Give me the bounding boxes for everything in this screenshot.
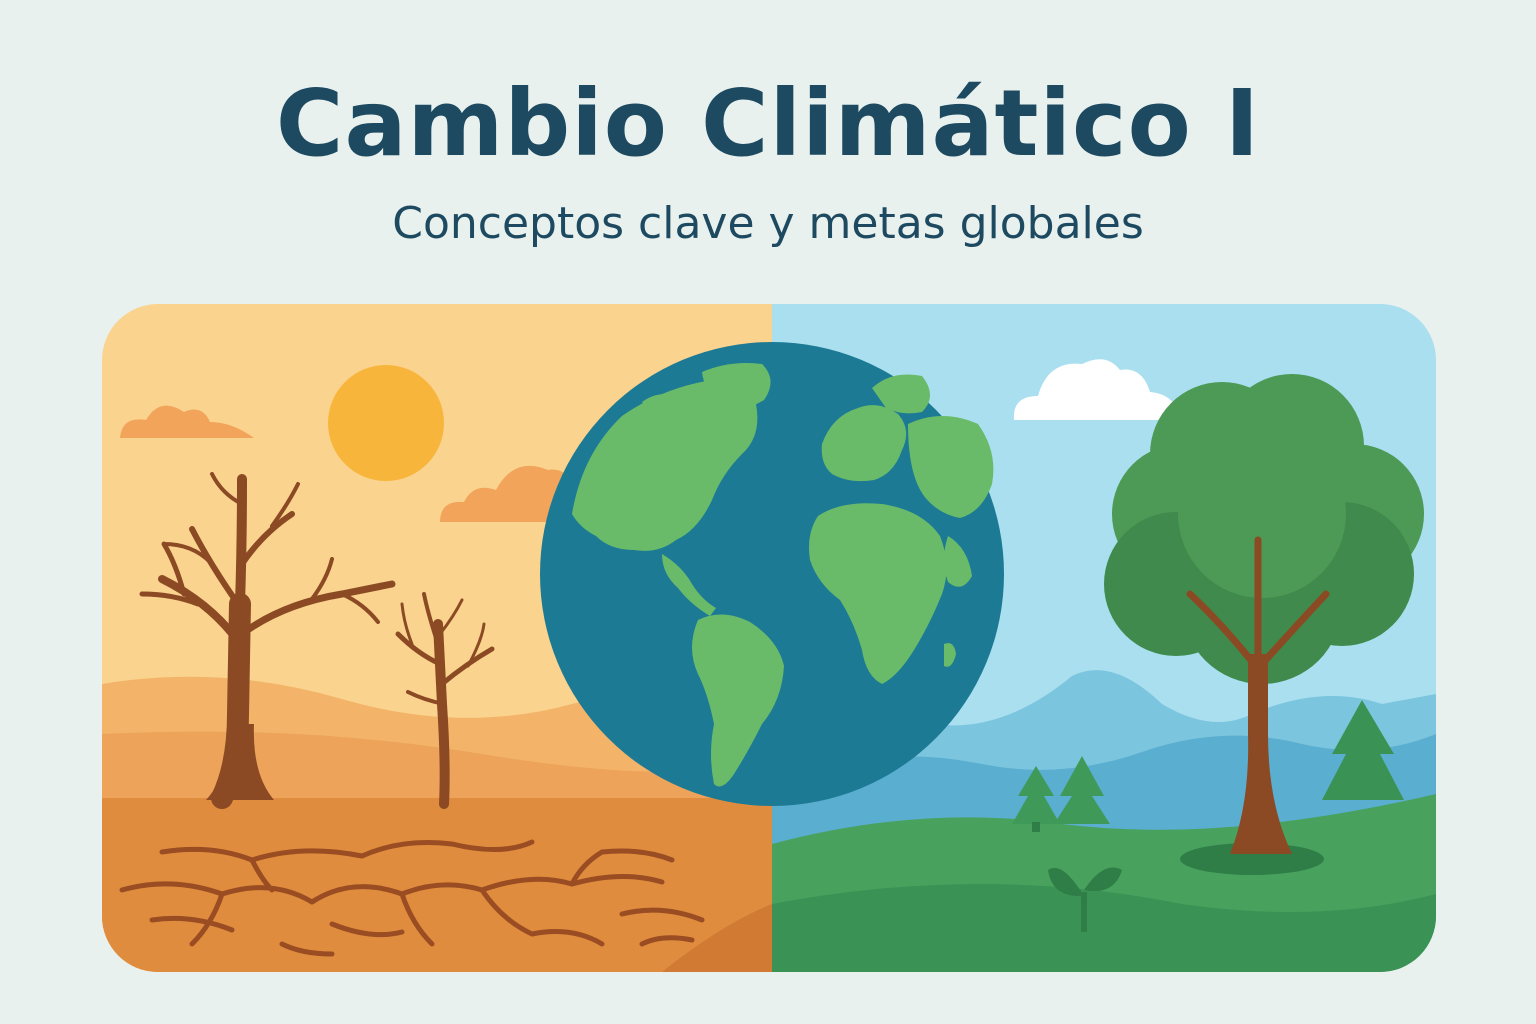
cracked-ground-icon (119, 839, 705, 957)
cloud-icon (1013, 359, 1180, 420)
sun-icon (328, 365, 444, 481)
page-title: Cambio Climático I (275, 70, 1261, 177)
cloud-icon (120, 405, 254, 438)
pine-tree-icon (1322, 700, 1404, 800)
pine-tree-icon (1012, 766, 1060, 832)
earth-globe-icon (540, 342, 1004, 806)
page-subtitle: Conceptos clave y metas globales (392, 198, 1144, 249)
dead-tree-icon (395, 592, 495, 809)
pine-tree-icon (1054, 756, 1110, 824)
climate-illustration (102, 304, 1436, 972)
sprout-icon (1048, 867, 1122, 932)
green-tree-icon (1104, 374, 1424, 875)
